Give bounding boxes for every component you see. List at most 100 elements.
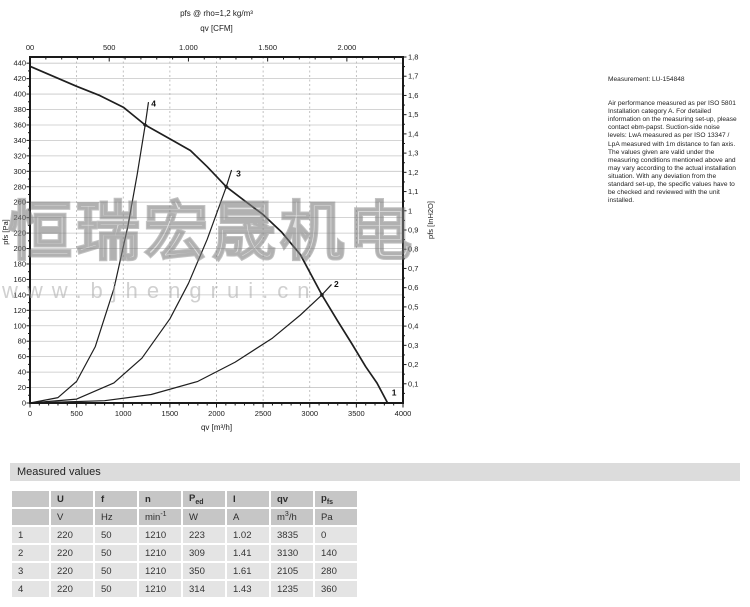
y-right-tick-label: 1,2 xyxy=(408,168,418,177)
y-right-tick-label: 1,3 xyxy=(408,149,418,158)
load-line-3 xyxy=(29,169,232,404)
y-right-tick-label: 0,3 xyxy=(408,341,418,350)
y-left-tick-label: 280 xyxy=(13,182,26,191)
y-left-tick-label: 160 xyxy=(13,275,26,284)
y-left-tick-label: 420 xyxy=(13,74,26,83)
measured-values-title-bar: Measured values xyxy=(10,463,740,481)
curve-number-label: 2 xyxy=(334,279,339,289)
measurement-id-line: Measurement: LU-154848 xyxy=(608,76,685,83)
value-cell: 220 xyxy=(51,527,93,543)
y-left-tick-label: 20 xyxy=(18,383,26,392)
value-cell: 1210 xyxy=(139,581,181,597)
x-axis-tick-label: 4000 xyxy=(395,409,412,418)
operating-point-marker xyxy=(319,292,325,298)
top-axis-title: qv [CFM] xyxy=(200,24,232,33)
y-left-tick-label: 440 xyxy=(13,59,26,68)
fan-curve xyxy=(29,65,389,404)
chart-title: pfs @ rho=1,2 kg/m³ xyxy=(180,9,253,18)
x-axis-tick-label: 500 xyxy=(70,409,83,418)
performance-chart-area: 0 500 1000 1500 2000 2500 3000 3500 4000 qv [m³/h… xyxy=(0,0,460,450)
value-cell: 140 xyxy=(315,545,357,561)
load-line-2 xyxy=(29,284,332,404)
value-cell: 1210 xyxy=(139,563,181,579)
value-cell: 3835 xyxy=(271,527,313,543)
y-left-tick-label: 100 xyxy=(13,321,26,330)
col-header-cell: Ped xyxy=(183,491,225,507)
y-right-tick-label: 0,9 xyxy=(408,226,418,235)
y-right-tick-label: 1,1 xyxy=(408,187,418,196)
notes-block: Measurement: LU-154848 Air performance m… xyxy=(608,76,750,205)
y-right-tick-label: 0,2 xyxy=(408,360,418,369)
y-left-tick-label: 400 xyxy=(13,90,26,99)
value-cell: 309 xyxy=(183,545,225,561)
value-cell: 220 xyxy=(51,581,93,597)
top-axis-tick-label: 2.000 xyxy=(337,43,356,52)
y-left-tick-label: 120 xyxy=(13,306,26,315)
value-cell: 350 xyxy=(183,563,225,579)
col-header-cell xyxy=(12,491,49,507)
y-right-axis-title: pfs [InH2O] xyxy=(426,201,435,239)
y-left-tick-label: 260 xyxy=(13,198,26,207)
y-left-tick-label: 40 xyxy=(18,368,26,377)
y-left-tick-label: 140 xyxy=(13,290,26,299)
y-left-tick-label: 300 xyxy=(13,167,26,176)
row-number-cell: 2 xyxy=(12,545,49,561)
unit-cell: A xyxy=(227,509,269,525)
unit-cell: V xyxy=(51,509,93,525)
value-cell: 220 xyxy=(51,545,93,561)
load-line-4 xyxy=(29,102,149,404)
y-right-tick-label: 0,5 xyxy=(408,302,418,311)
value-cell: 50 xyxy=(95,545,137,561)
measurement-notes-paragraph: Air performance measured as per ISO 5801… xyxy=(608,100,737,205)
value-cell: 1210 xyxy=(139,545,181,561)
y-left-tick-label: 360 xyxy=(13,120,26,129)
value-cell: 1.02 xyxy=(227,527,269,543)
unit-cell: min-1 xyxy=(139,509,181,525)
unit-cell: m3/h xyxy=(271,509,313,525)
y-left-tick-label: 60 xyxy=(18,352,26,361)
unit-cell xyxy=(12,509,49,525)
table-data-row: 4 220 50 1210 314 1.43 1235 360 xyxy=(12,581,357,597)
col-header-subscript: fs xyxy=(326,498,334,506)
x-axis-title: qv [m³/h] xyxy=(201,423,232,432)
col-header-subscript: ed xyxy=(195,498,204,506)
y-right-tick-label: 0,6 xyxy=(408,283,418,292)
col-header-cell: U xyxy=(51,491,93,507)
y-left-tick-label: 220 xyxy=(13,229,26,238)
measured-values-title: Measured values xyxy=(17,466,101,478)
y-right-tick-label: 1,8 xyxy=(408,53,418,62)
value-cell: 1235 xyxy=(271,581,313,597)
value-cell: 1210 xyxy=(139,527,181,543)
y-right-tick-label: 1,6 xyxy=(408,91,418,100)
y-right-tick-label: 1 xyxy=(408,206,412,215)
y-right-tick-label: 0,7 xyxy=(408,264,418,273)
row-number-cell: 3 xyxy=(12,563,49,579)
y-right-tick-label: 0,4 xyxy=(408,322,418,331)
unit-cell: W xyxy=(183,509,225,525)
value-cell: 50 xyxy=(95,527,137,543)
top-axis-tick-label: 00 xyxy=(26,43,34,52)
top-axis-tick-label: 1.000 xyxy=(179,43,198,52)
y-left-tick-label: 180 xyxy=(13,259,26,268)
y-left-tick-label: 80 xyxy=(18,337,26,346)
x-axis-tick-label: 1500 xyxy=(162,409,179,418)
y-left-tick-label: 380 xyxy=(13,105,26,114)
value-cell: 1.43 xyxy=(227,581,269,597)
value-cell: 223 xyxy=(183,527,225,543)
table-data-row: 1 220 50 1210 223 1.02 3835 0 xyxy=(12,527,357,543)
curve-number-label: 1 xyxy=(392,387,397,397)
top-axis-tick-label: 1.500 xyxy=(258,43,277,52)
y-left-tick-label: 0 xyxy=(22,399,26,408)
y-right-tick-label: 1,5 xyxy=(408,110,418,119)
top-axis-tick-label: 500 xyxy=(103,43,116,52)
col-header-cell: I xyxy=(227,491,269,507)
curve-number-label: 4 xyxy=(151,98,156,108)
x-axis-tick-label: 2000 xyxy=(208,409,225,418)
value-cell: 1.61 xyxy=(227,563,269,579)
x-axis-tick-label: 3500 xyxy=(348,409,365,418)
